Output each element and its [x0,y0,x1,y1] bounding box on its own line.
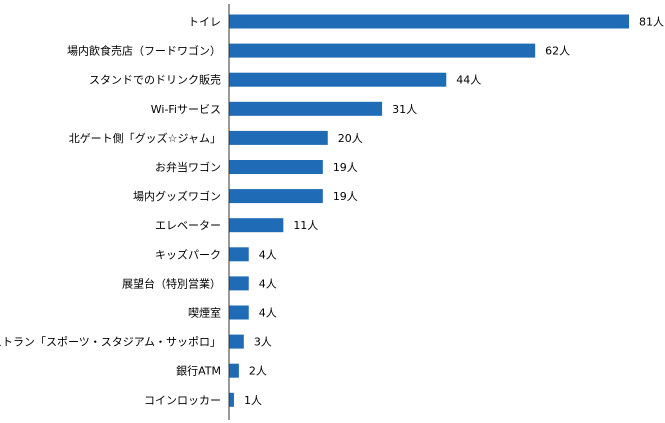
bar [229,14,629,29]
bar [229,189,323,204]
value-label: 1人 [244,394,262,407]
bar [229,392,234,407]
bar [229,43,536,58]
category-label: スタンドでのドリンク販売 [89,74,221,87]
bar [229,247,249,262]
value-label: 20人 [338,132,363,145]
category-label: キッズパーク [155,247,221,261]
category-label: Wi-Fiサービス [151,103,221,116]
category-label: 北ゲート側「グッズ☆ジャム」 [69,131,221,145]
bar [229,130,328,145]
value-label: 4人 [259,307,277,320]
bar [229,363,239,378]
value-label: 81人 [639,16,664,29]
category-label: エレベーター [155,219,221,232]
value-label: 4人 [259,277,277,290]
category-label: レストラン「スポーツ・スタジアム・サッポロ」 [0,336,221,349]
bar [229,334,244,349]
category-label: トイレ [188,16,221,29]
bar [229,72,447,87]
value-label: 4人 [259,248,277,261]
bar [229,160,323,174]
value-label: 11人 [293,219,318,232]
value-label: 19人 [333,190,358,203]
category-label: お弁当ワゴン [155,160,221,174]
category-label: 場内グッズワゴン [133,189,221,203]
bar [229,305,249,320]
value-label: 3人 [254,336,272,349]
category-label: 喫煙室 [188,306,221,320]
value-label: 19人 [333,161,358,174]
value-label: 2人 [249,365,267,378]
bar [229,276,249,291]
value-labels: 81人 62人 44人 31人 20人 19人 19人 11人 4人 4人 4人 3人 2人 1人 [244,16,664,407]
value-label: 44人 [456,74,481,87]
category-label: コインロッカー [144,394,221,407]
value-label: 31人 [392,103,417,116]
bar [229,218,284,233]
category-label: 場内飲食売店（フードワゴン） [67,44,221,58]
value-label: 62人 [545,45,570,58]
category-label: 銀行ATM [176,364,221,378]
bars [229,14,629,407]
category-label: 展望台（特別営業） [122,276,221,290]
bar [229,101,383,116]
